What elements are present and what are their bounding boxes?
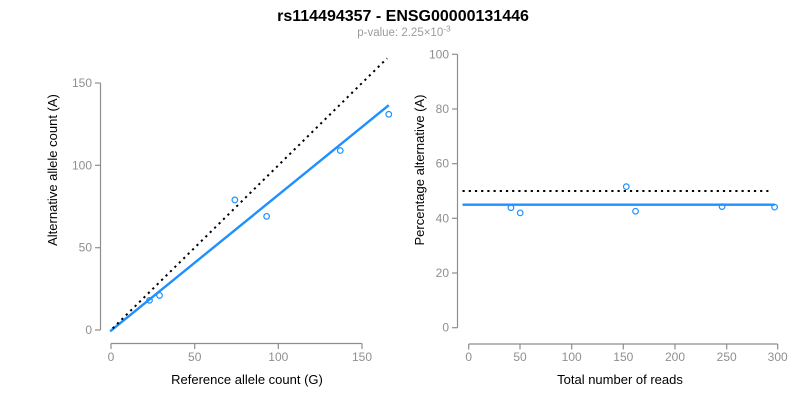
left-y-tick-label: 50 — [79, 241, 93, 255]
right-x-tick-label: 300 — [768, 350, 788, 364]
right-y-tick-label: 40 — [436, 211, 450, 225]
left-panel: 0 50 100 150 0 50 100 150 Reference alle… — [45, 57, 393, 387]
data-point — [632, 207, 639, 215]
right-panel: 0 20 40 60 80 100 0 50 100 150 200 250 3… — [412, 47, 788, 387]
data-point — [231, 196, 239, 204]
right-y-tick-label: 20 — [436, 266, 450, 280]
data-point — [516, 209, 524, 217]
right-x-tick-label: 0 — [465, 350, 472, 364]
page-title: rs114494357 - ENSG00000131446 — [277, 8, 529, 25]
right-y-tick-label: 0 — [442, 321, 449, 335]
right-y-tick-label: 60 — [436, 157, 450, 171]
left-x-axis-title: Reference allele count (G) — [171, 372, 323, 387]
left-y-tick-label: 100 — [72, 158, 92, 172]
left-y-tick-label: 0 — [85, 323, 92, 337]
right-y-axis-title: Percentage alternative (A) — [412, 94, 427, 245]
left-y-tick-label: 150 — [72, 76, 92, 90]
right-x-axis-title: Total number of reads — [557, 372, 683, 387]
data-point — [771, 203, 779, 211]
right-x-tick-label: 100 — [562, 350, 582, 364]
left-x-tick-label: 50 — [188, 350, 202, 364]
data-point — [385, 110, 393, 118]
right-x-tick-label: 250 — [717, 350, 737, 364]
left-x-tick-label: 100 — [268, 350, 288, 364]
left-panel-data — [109, 57, 393, 333]
identity-line — [111, 57, 388, 330]
right-panel-data — [462, 183, 779, 217]
p-value-text: p-value: 2.25×10 — [357, 27, 443, 39]
regression-line — [109, 104, 390, 333]
right-y-tick-label: 80 — [436, 102, 450, 116]
p-value-exponent: -3 — [443, 24, 451, 34]
right-y-tick-label: 100 — [429, 47, 449, 61]
p-value-subtitle: p-value: 2.25×10-3 — [357, 24, 451, 40]
data-point — [622, 183, 630, 191]
data-point — [146, 296, 153, 304]
right-x-tick-label: 200 — [665, 350, 685, 364]
right-x-tick-label: 50 — [513, 350, 527, 364]
data-point — [718, 203, 726, 210]
data-point — [263, 212, 271, 220]
left-x-tick-label: 0 — [108, 350, 115, 364]
right-x-tick-label: 150 — [613, 350, 633, 364]
data-point — [507, 204, 515, 212]
data-point — [156, 292, 163, 299]
left-x-tick-label: 150 — [352, 350, 372, 364]
left-y-axis-title: Alternative allele count (A) — [45, 94, 60, 246]
data-point — [336, 147, 344, 154]
